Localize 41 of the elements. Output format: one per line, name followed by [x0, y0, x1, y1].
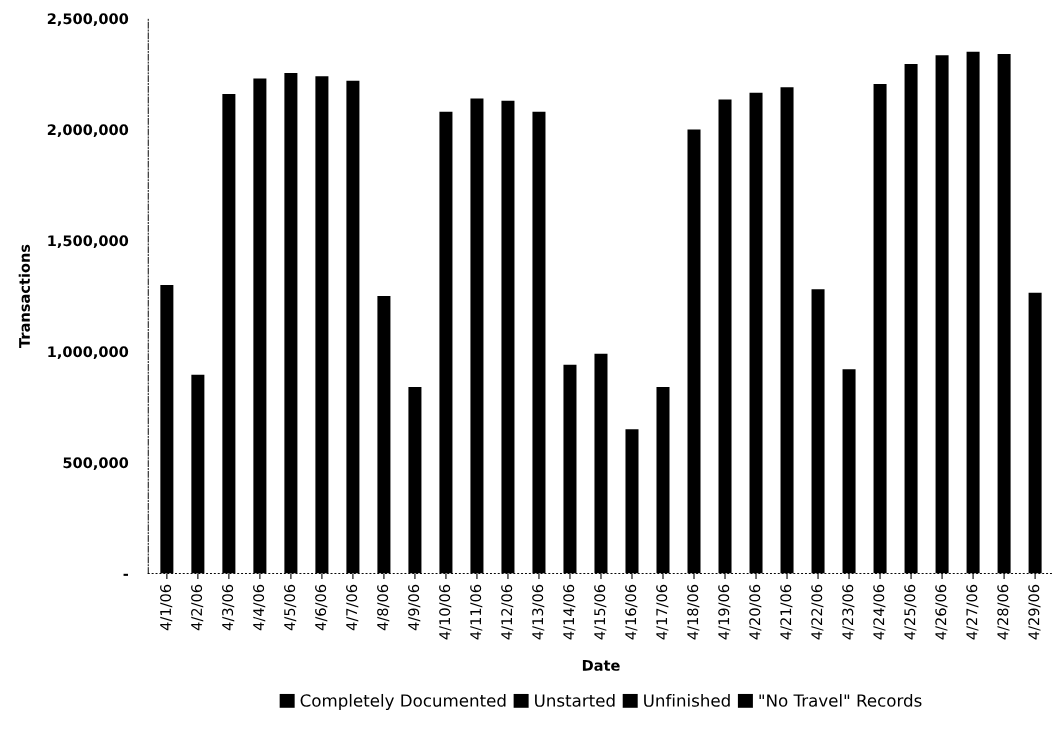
x-tick-label: 4/9/06 — [408, 584, 421, 631]
x-tick-label: 4/24/06 — [873, 584, 886, 640]
x-tick-label: 4/4/06 — [253, 584, 266, 631]
x-tick-label: 4/20/06 — [749, 584, 762, 640]
x-tick-label: 4/10/06 — [439, 584, 452, 640]
x-tick-label: 4/26/06 — [935, 584, 948, 640]
x-tick-label: 4/19/06 — [718, 584, 731, 640]
x-tick-label: 4/1/06 — [160, 584, 173, 631]
x-tick-label: 4/14/06 — [563, 584, 576, 640]
x-tick-label: 4/17/06 — [656, 584, 669, 640]
x-tick-label: 4/29/06 — [1028, 584, 1041, 640]
legend-label: "No Travel" Records — [759, 693, 922, 707]
x-tick-label: 4/3/06 — [222, 584, 235, 631]
x-tick-label: 4/2/06 — [191, 584, 204, 631]
x-tick-label: 4/27/06 — [966, 584, 979, 640]
y-tick-label: 1,000,000 — [48, 346, 129, 360]
x-tick-label: 4/21/06 — [780, 584, 793, 640]
y-tick-label: 2,500,000 — [47, 13, 129, 27]
x-tick-label: 4/5/06 — [284, 584, 297, 631]
x-tick-label: 4/16/06 — [625, 584, 638, 640]
x-axis-title: Date — [582, 660, 620, 671]
x-tick-label: 4/6/06 — [315, 584, 328, 631]
x-tick-label: 4/25/06 — [904, 584, 917, 640]
x-tick-label: 4/22/06 — [811, 584, 824, 640]
y-tick-label: 2,000,000 — [47, 124, 129, 138]
x-tick-label: 4/18/06 — [687, 584, 700, 640]
x-tick-label: 4/23/06 — [842, 584, 855, 640]
legend-label: Completely Documented — [300, 693, 506, 711]
y-tick-label: 1,500,000 — [48, 235, 129, 249]
x-tick-label: 4/12/06 — [501, 584, 514, 640]
y-tick-label: 500,000 — [63, 457, 129, 471]
legend-label: Unstarted — [535, 693, 615, 707]
x-tick-label: 4/11/06 — [470, 584, 483, 640]
x-tick-label: 4/15/06 — [594, 584, 607, 640]
x-tick-label: 4/8/06 — [377, 584, 390, 631]
x-tick-label: 4/13/06 — [532, 584, 545, 640]
x-tick-label: 4/7/06 — [346, 584, 359, 631]
legend-label: Unfinished — [644, 693, 730, 707]
x-tick-label: 4/28/06 — [997, 584, 1010, 640]
y-tick-label: - — [123, 573, 129, 576]
y-axis-title: Transactions — [18, 244, 30, 348]
